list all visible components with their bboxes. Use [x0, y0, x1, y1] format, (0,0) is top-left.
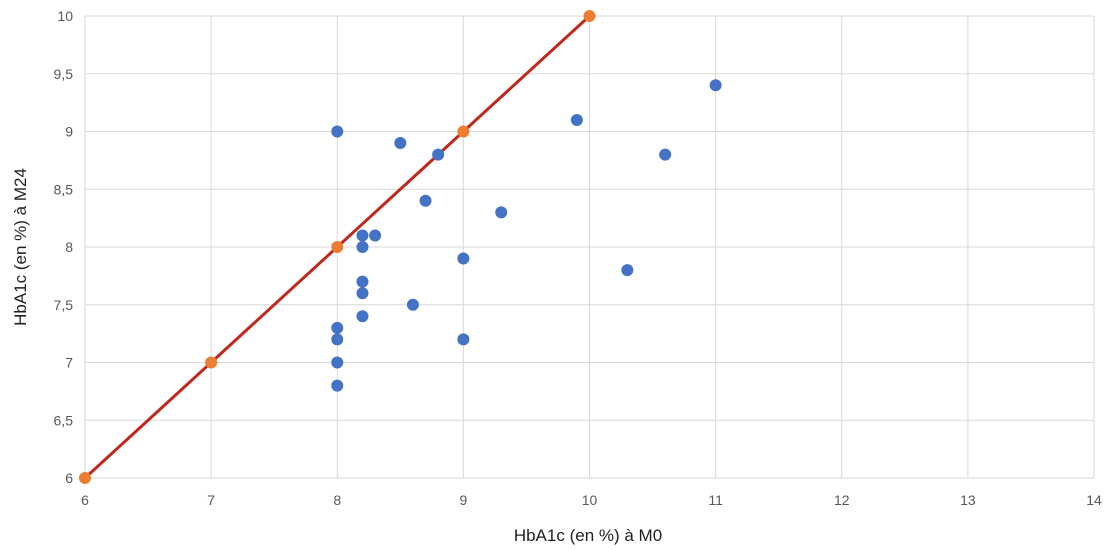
data-point: [331, 125, 344, 138]
data-point: [570, 113, 583, 126]
x-tick-label: 14: [1086, 492, 1102, 508]
data-point: [331, 333, 344, 346]
data-point: [356, 275, 369, 288]
x-tick-label: 8: [333, 492, 341, 508]
reference-point: [583, 10, 596, 22]
data-point: [331, 321, 344, 334]
x-tick-label: 10: [582, 492, 598, 508]
data-point: [331, 356, 344, 369]
data-points: [79, 10, 722, 484]
data-point: [394, 137, 407, 150]
data-point: [331, 379, 344, 392]
data-point: [356, 241, 369, 253]
grid-lines: [84, 15, 1095, 479]
data-point: [356, 229, 369, 242]
data-point: [659, 148, 672, 161]
data-point: [356, 287, 369, 300]
x-axis-title: HbA1c (en %) à M0: [514, 526, 662, 545]
data-point: [495, 206, 508, 219]
reference-point: [331, 241, 344, 253]
y-tick-label: 10: [57, 8, 73, 24]
data-point: [621, 264, 634, 277]
x-tick-label: 12: [834, 492, 850, 508]
x-axis-ticks: 6 7 8 9 10 11 12 13 14: [81, 492, 1102, 508]
data-point: [457, 252, 470, 265]
data-point: [406, 298, 419, 311]
x-tick-label: 7: [207, 492, 215, 508]
x-tick-label: 9: [459, 492, 467, 508]
y-tick-label: 7: [65, 355, 73, 371]
data-point: [369, 229, 382, 242]
y-tick-label: 9: [65, 124, 73, 140]
reference-point: [79, 472, 91, 484]
reference-point: [205, 356, 218, 369]
data-point: [356, 310, 369, 323]
reference-point: [457, 125, 470, 138]
data-point: [419, 194, 432, 207]
y-tick-label: 8,5: [54, 181, 74, 197]
y-axis-title: HbA1c (en %) à M24: [11, 168, 30, 326]
y-tick-label: 9,5: [54, 66, 74, 82]
data-point: [709, 79, 722, 92]
x-tick-label: 13: [960, 492, 976, 508]
data-point: [457, 333, 470, 346]
y-axis-ticks: 6 6,5 7 7,5 8 8,5 9 9,5 10: [54, 8, 74, 486]
x-tick-label: 11: [708, 492, 723, 508]
y-tick-label: 7,5: [54, 297, 74, 313]
y-tick-label: 6: [65, 470, 73, 486]
y-tick-label: 6,5: [54, 412, 74, 428]
y-tick-label: 8: [65, 239, 73, 255]
x-tick-label: 6: [81, 492, 89, 508]
data-point: [432, 148, 445, 161]
